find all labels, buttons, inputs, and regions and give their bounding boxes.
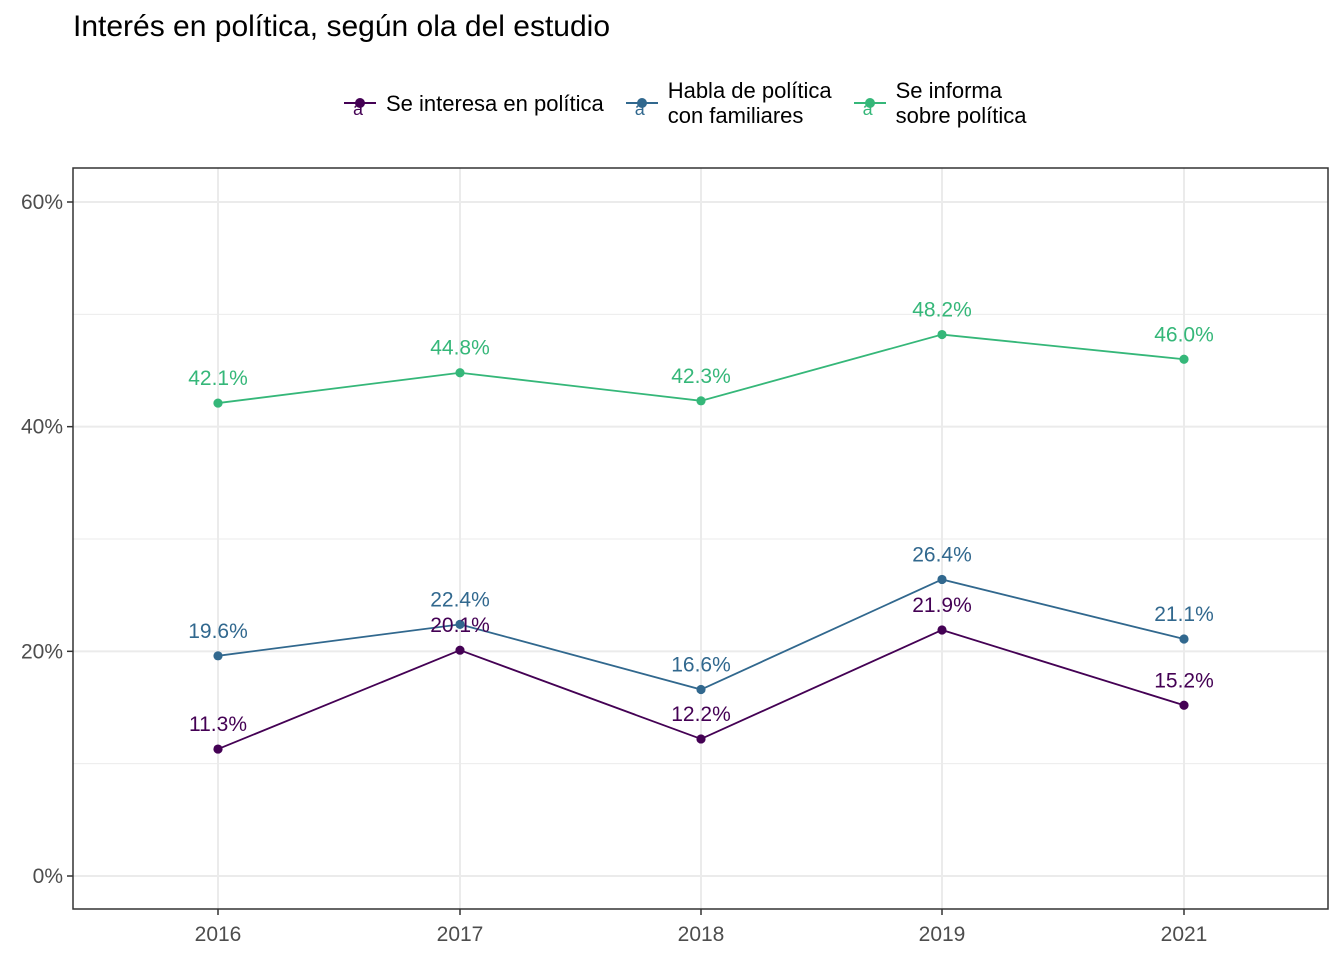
legend-key-habla: a <box>622 78 662 128</box>
legend-label-informa: Se informa sobre política <box>895 78 1027 128</box>
data-point <box>213 651 223 661</box>
data-label: 42.1% <box>188 367 248 390</box>
legend-item-interesa: a Se interesa en política <box>340 78 604 128</box>
data-label: 44.8% <box>430 337 490 360</box>
legend-key-text-glyph: a <box>862 99 873 119</box>
x-tick-label: 2017 <box>437 923 484 946</box>
data-point <box>213 744 223 754</box>
data-point <box>213 398 223 408</box>
legend-key-text-glyph: a <box>634 99 645 119</box>
data-point <box>1179 634 1189 644</box>
data-point <box>937 625 947 635</box>
data-label: 16.6% <box>671 654 731 677</box>
x-tick-label: 2016 <box>195 923 242 946</box>
data-label: 42.3% <box>671 365 731 388</box>
data-point <box>1179 354 1189 364</box>
chart-title: Interés en política, según ola del estud… <box>73 10 611 43</box>
data-label: 22.4% <box>430 588 490 611</box>
data-point <box>937 329 947 340</box>
legend-key-informa: a <box>850 78 890 128</box>
data-label: 21.1% <box>1154 603 1214 626</box>
data-point <box>696 396 706 406</box>
legend-item-habla: a Habla de política con familiares <box>622 78 832 128</box>
data-label: 12.2% <box>671 703 731 726</box>
data-label: 21.9% <box>912 594 972 617</box>
data-point <box>455 619 465 629</box>
data-label: 48.2% <box>912 299 972 322</box>
legend-key-text-glyph: a <box>353 99 364 119</box>
legend-key-interesa: a <box>340 78 380 128</box>
data-label: 11.3% <box>189 713 247 736</box>
data-label: 46.0% <box>1154 323 1214 346</box>
data-point <box>937 574 947 585</box>
legend-key-point <box>636 98 647 108</box>
data-point <box>455 645 465 655</box>
data-point <box>696 684 706 695</box>
data-label: 26.4% <box>912 543 972 566</box>
data-point <box>1179 700 1189 710</box>
legend-label-habla: Habla de política con familiares <box>667 78 832 128</box>
data-label: 20.1% <box>430 614 490 637</box>
y-tick-label: 0% <box>33 865 63 888</box>
legend-item-informa: a Se informa sobre política <box>850 78 1027 128</box>
x-tick-label: 2021 <box>1161 923 1208 946</box>
x-tick-label: 2018 <box>678 923 725 946</box>
data-label: 15.2% <box>1154 669 1214 692</box>
legend-label-interesa: Se interesa en política <box>386 90 604 116</box>
data-point <box>696 734 706 744</box>
data-label: 19.6% <box>188 620 248 643</box>
legend-key-point <box>864 98 875 108</box>
y-tick-label: 40% <box>21 416 63 439</box>
legend: a Se interesa en política a Habla de pol… <box>340 78 1044 128</box>
data-point <box>455 368 465 378</box>
y-tick-label: 60% <box>21 191 63 214</box>
legend-key-point <box>355 98 365 108</box>
x-tick-label: 2019 <box>919 923 966 946</box>
y-tick-label: 20% <box>21 640 63 663</box>
